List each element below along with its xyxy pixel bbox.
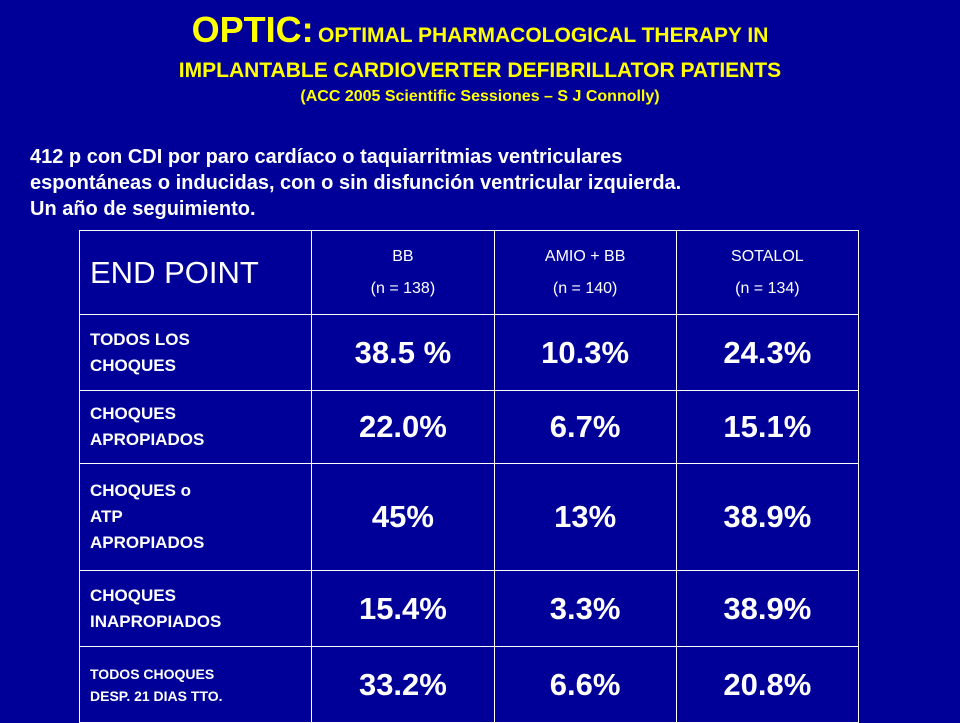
table-row: TODOS LOS CHOQUES 38.5 % 10.3% 24.3% [78, 314, 860, 391]
value-amio-bb: 13% [493, 463, 677, 571]
study-description: 412 p con CDI por paro cardíaco o taquia… [30, 144, 930, 222]
value-amio-bb: 3.3% [493, 570, 677, 647]
value-amio-bb: 6.6% [493, 646, 677, 723]
value-sotalol: 15.1% [675, 390, 860, 464]
value-bb: 33.2% [311, 646, 495, 723]
description-line-2: espontáneas o inducidas, con o sin disfu… [30, 172, 682, 194]
group-size: (n = 138) [370, 279, 436, 297]
title-line-2: IMPLANTABLE CARDIOVERTER DEFIBRILLATOR P… [178, 59, 782, 82]
endpoint-label: TODOS LOS CHOQUES [78, 314, 313, 391]
group-name: SOTALOL [731, 247, 804, 265]
title-line-1: OPTIC: OPTIMAL PHARMACOLOGICAL THERAPY I… [0, 10, 960, 58]
table-row: CHOQUES APROPIADOS 22.0% 6.7% 15.1% [78, 390, 860, 464]
value-bb: 45% [311, 463, 495, 571]
value-sotalol: 24.3% [675, 314, 860, 391]
endpoint-label: TODOS CHOQUES DESP. 21 DIAS TTO. [78, 646, 313, 723]
title-source: (ACC 2005 Scientific Sessiones – S J Con… [300, 88, 660, 105]
value-sotalol: 38.9% [675, 463, 860, 571]
slide-title: OPTIC: OPTIMAL PHARMACOLOGICAL THERAPY I… [0, 10, 960, 110]
group-size: (n = 140) [552, 279, 618, 297]
value-amio-bb: 6.7% [493, 390, 677, 464]
description-line-1: 412 p con CDI por paro cardíaco o taquia… [30, 146, 623, 168]
value-bb: 15.4% [311, 570, 495, 647]
group-size: (n = 134) [735, 279, 800, 297]
group-name: BB [392, 247, 414, 265]
value-amio-bb: 10.3% [493, 314, 677, 391]
group-header-amio-bb: AMIO + BB (n = 140) [493, 230, 677, 315]
description-line-3: Un año de seguimiento. [30, 198, 256, 220]
title-acronym: OPTIC: [191, 9, 314, 50]
table-row: CHOQUES INAPROPIADOS 15.4% 3.3% 38.9% [78, 570, 860, 647]
group-header-bb: BB (n = 138) [311, 230, 495, 315]
table-header-row: END POINT BB (n = 138) AMIO + BB (n = 14… [78, 230, 860, 315]
endpoint-label: CHOQUES APROPIADOS [78, 390, 313, 464]
endpoint-label: CHOQUES o ATP APROPIADOS [78, 463, 313, 571]
endpoint-header: END POINT [78, 230, 313, 315]
table-row: CHOQUES o ATP APROPIADOS 45% 13% 38.9% [78, 463, 860, 571]
group-name: AMIO + BB [544, 247, 626, 265]
table-row: TODOS CHOQUES DESP. 21 DIAS TTO. 33.2% 6… [78, 646, 860, 723]
value-sotalol: 20.8% [675, 646, 860, 723]
value-bb: 22.0% [311, 390, 495, 464]
title-text-part-1: OPTIMAL PHARMACOLOGICAL THERAPY IN [318, 24, 769, 47]
results-table: END POINT BB (n = 138) AMIO + BB (n = 14… [78, 230, 860, 723]
endpoint-label: CHOQUES INAPROPIADOS [78, 570, 313, 647]
group-header-sotalol: SOTALOL (n = 134) [675, 230, 860, 315]
value-sotalol: 38.9% [675, 570, 860, 647]
value-bb: 38.5 % [311, 314, 495, 391]
